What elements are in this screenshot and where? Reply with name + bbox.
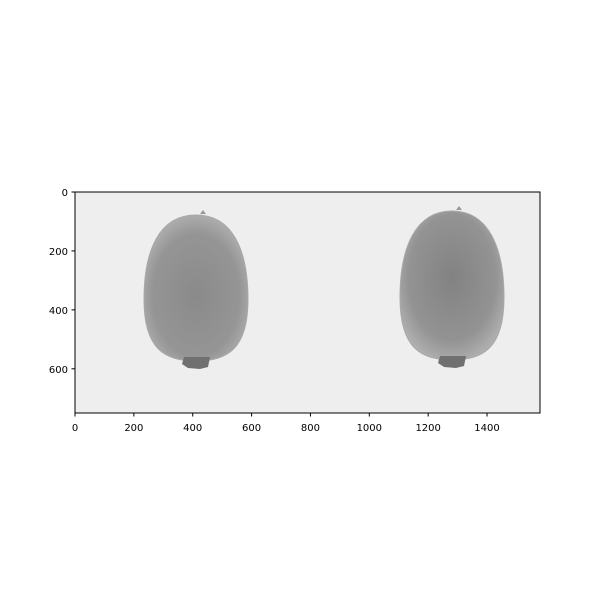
- x-tick-label: 0: [72, 423, 78, 434]
- seed: [143, 214, 249, 362]
- y-tick-label: 200: [49, 247, 68, 258]
- axes-frame: [74, 191, 541, 414]
- x-tick-label: 1000: [357, 423, 382, 434]
- seed-stem: [438, 356, 466, 368]
- x-tick-label: 400: [183, 423, 202, 434]
- x-tick-label: 600: [242, 423, 261, 434]
- x-tick-label: 800: [301, 423, 320, 434]
- x-tick-label: 200: [124, 423, 143, 434]
- y-tick-label: 600: [49, 365, 68, 376]
- y-tick-label: 400: [49, 306, 68, 317]
- seed-tip: [456, 206, 462, 210]
- seed-stem: [182, 357, 210, 369]
- plot-area: 0 200 400 600 800 1000 1200 1400 0 200 400 600: [49, 188, 541, 434]
- x-tick-label: 1400: [474, 423, 499, 434]
- seed: [399, 210, 505, 361]
- y-tick-label: 0: [62, 188, 68, 199]
- seed-tip: [200, 210, 206, 214]
- x-tick-label: 1200: [415, 423, 440, 434]
